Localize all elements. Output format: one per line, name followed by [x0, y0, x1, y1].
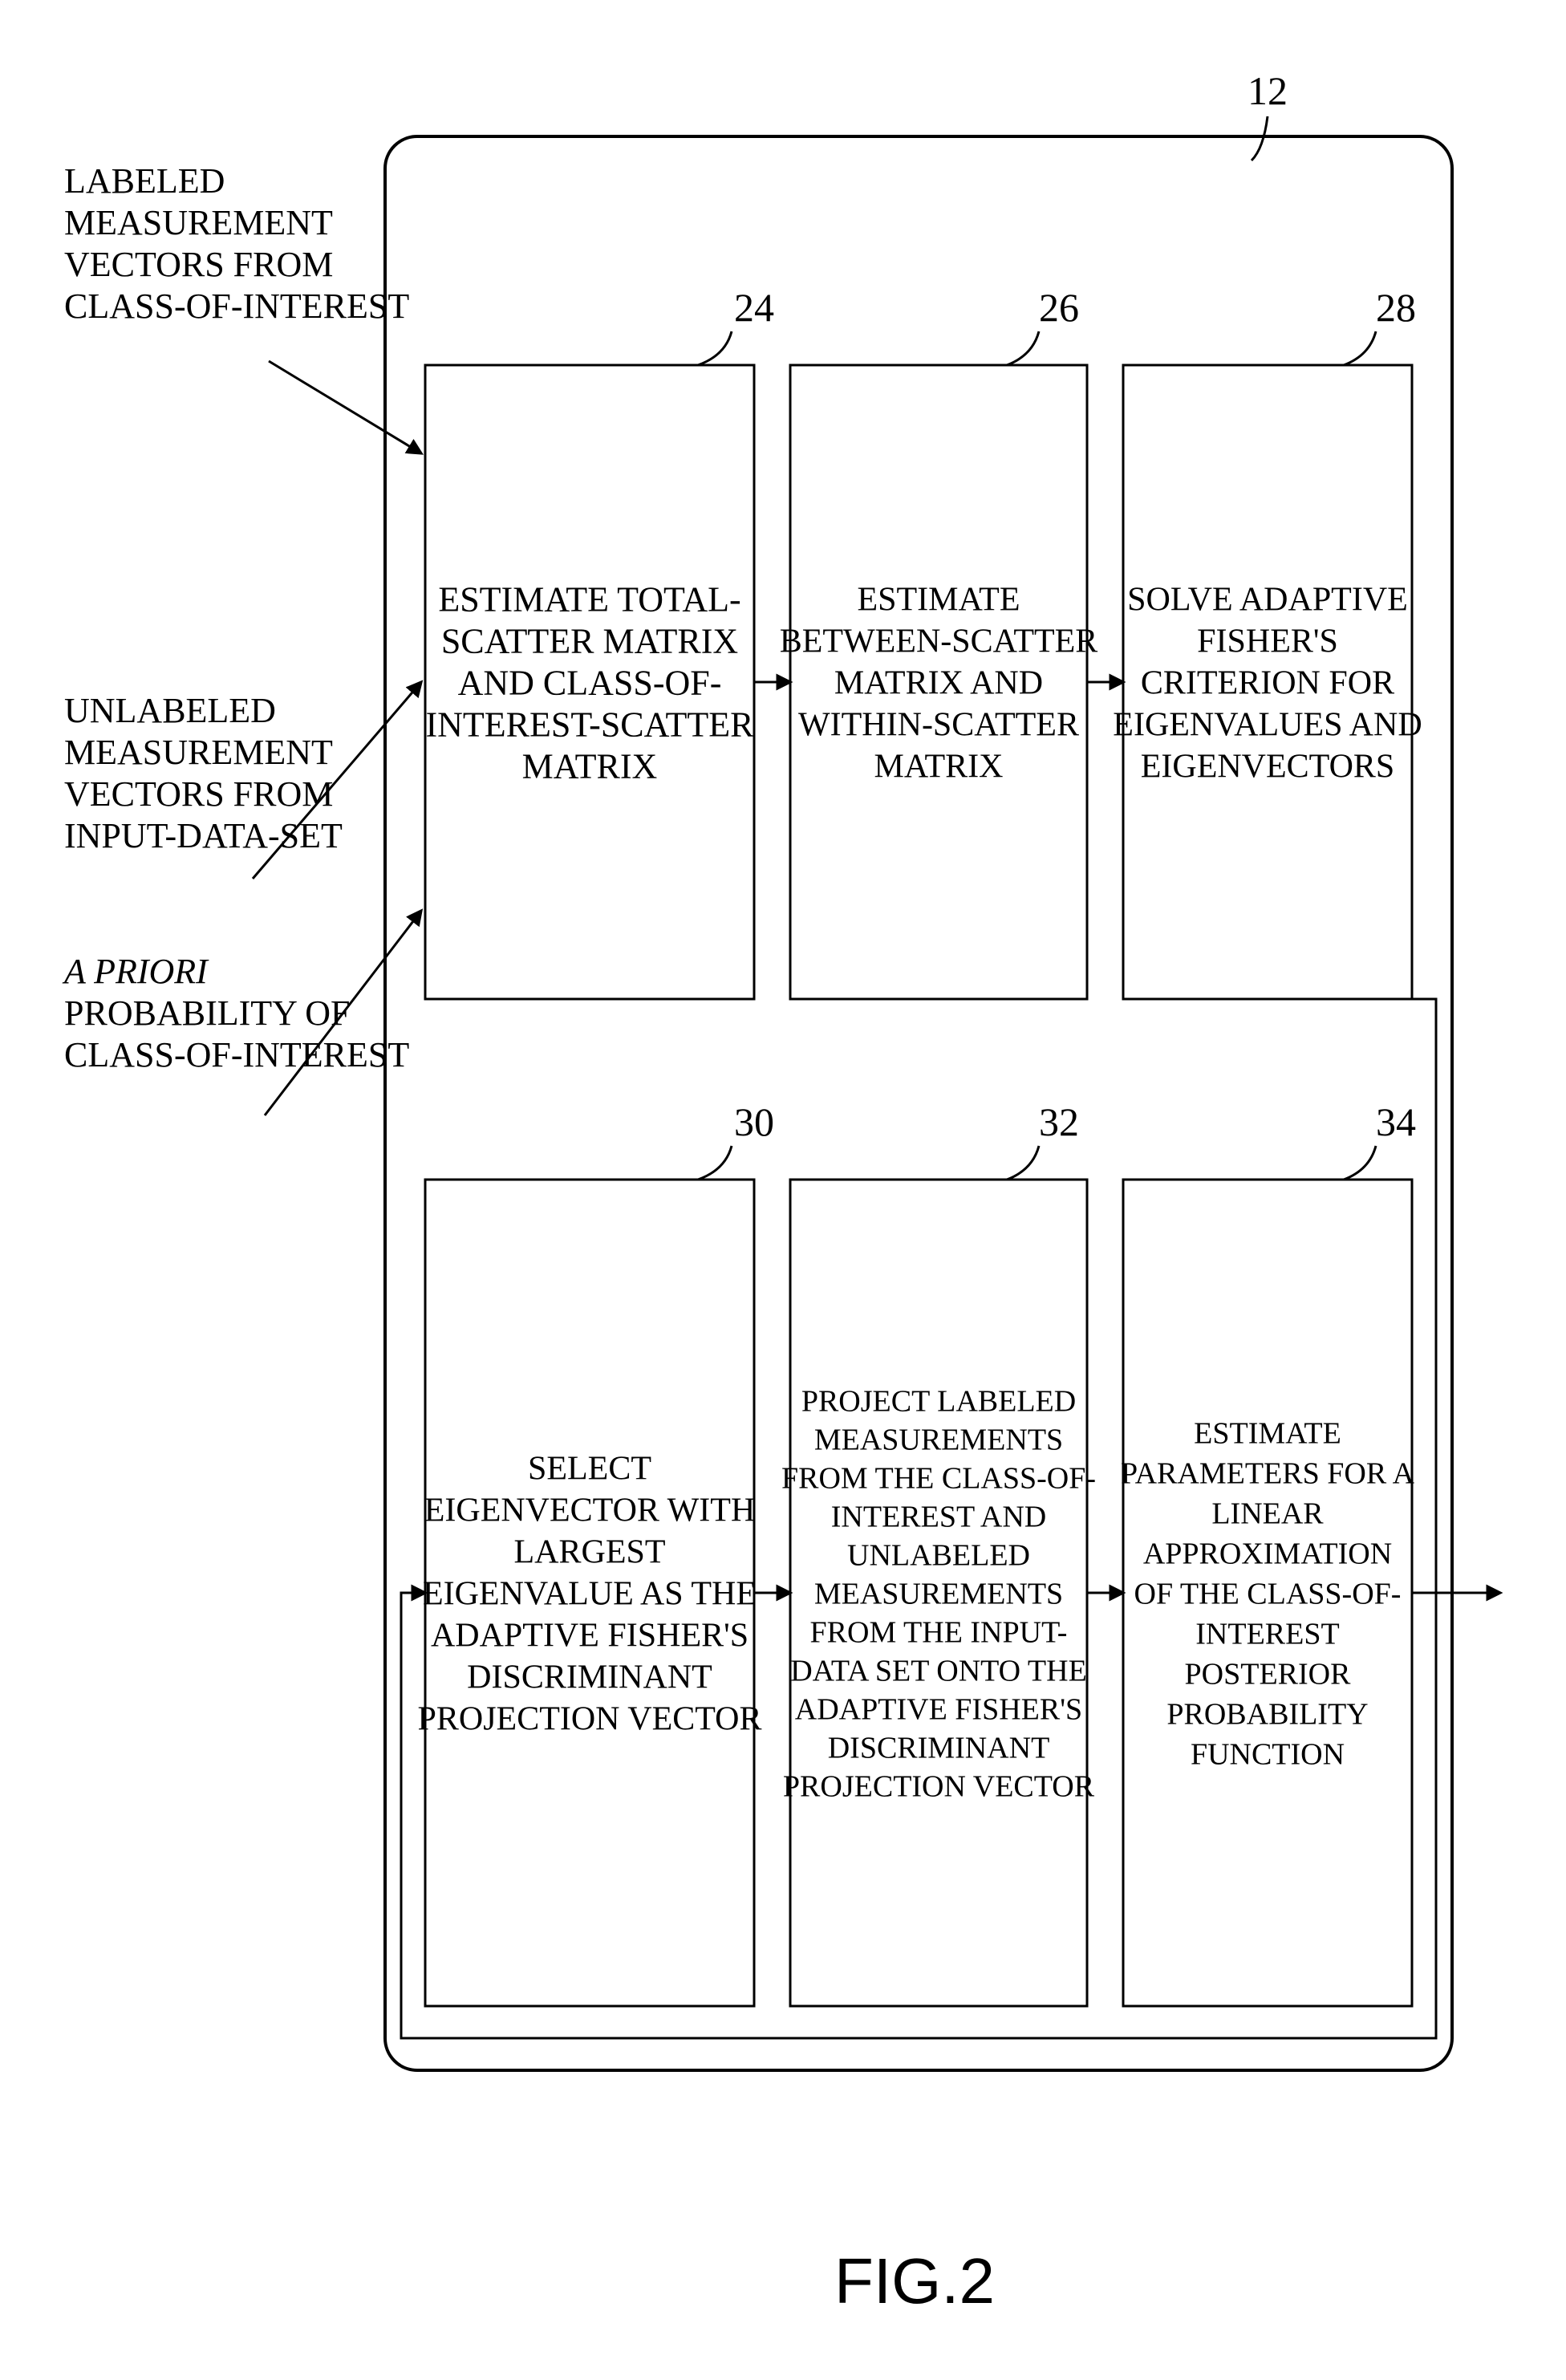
leader-34	[1344, 1146, 1376, 1180]
box-34-line: ESTIMATE	[1194, 1416, 1341, 1450]
box-30-line: LARGEST	[514, 1534, 666, 1571]
ref-30: 30	[734, 1099, 774, 1144]
input3-label: CLASS-OF-INTEREST	[64, 1035, 409, 1074]
box-30-line: DISCRIMINANT	[467, 1659, 712, 1696]
box-32-line: DATA SET ONTO THE	[790, 1654, 1087, 1688]
box-32-line: INTEREST AND	[831, 1500, 1046, 1533]
ref-34: 34	[1376, 1099, 1416, 1144]
input2-label: UNLABELED	[64, 691, 276, 730]
ref-28: 28	[1376, 285, 1416, 330]
box-26-line: ESTIMATE	[858, 582, 1020, 619]
box-34-line: POSTERIOR	[1185, 1657, 1352, 1691]
box-34-line: FUNCTION	[1191, 1737, 1345, 1771]
box-32-line: UNLABELED	[847, 1538, 1030, 1572]
input1-label: VECTORS FROM	[64, 245, 333, 284]
box-26-line: BETWEEN-SCATTER	[780, 623, 1098, 660]
input1-arrow	[269, 361, 421, 453]
box-34-line: OF THE CLASS-OF-	[1134, 1577, 1402, 1610]
box-28-line: SOLVE ADAPTIVE	[1127, 582, 1408, 619]
box-32-line: FROM THE INPUT-	[810, 1615, 1068, 1649]
leader-32	[1007, 1146, 1039, 1180]
box-34-line: INTEREST	[1195, 1617, 1339, 1651]
input2-label: VECTORS FROM	[64, 774, 333, 814]
box-34-line: LINEAR	[1211, 1497, 1324, 1530]
box-30-line: SELECT	[528, 1451, 651, 1488]
input1-label: CLASS-OF-INTEREST	[64, 286, 409, 326]
leader-26	[1007, 331, 1039, 365]
box-34-line: PROBABILITY	[1166, 1697, 1368, 1731]
box-32-line: PROJECT LABELED	[801, 1384, 1076, 1418]
ref-12: 12	[1248, 68, 1288, 113]
input2-label: MEASUREMENT	[64, 733, 333, 772]
box-32-line: MEASUREMENTS	[814, 1577, 1063, 1610]
box-32-line: MEASUREMENTS	[814, 1423, 1063, 1456]
input3-label-italic: A PRIORI	[62, 952, 209, 991]
box-28-line: CRITERION FOR	[1141, 665, 1394, 702]
box-30-line: EIGENVECTOR WITH	[424, 1493, 756, 1529]
leader-30	[698, 1146, 732, 1180]
box-30-line: PROJECTION VECTOR	[417, 1701, 761, 1738]
box-32-line: DISCRIMINANT	[828, 1731, 1050, 1765]
input1-label: MEASUREMENT	[64, 203, 333, 242]
box-26-line: WITHIN-SCATTER	[798, 707, 1079, 744]
box-24-line: AND CLASS-OF-	[458, 663, 722, 702]
box-32-line: FROM THE CLASS-OF-	[781, 1461, 1096, 1495]
box-32-line: PROJECTION VECTOR	[783, 1769, 1095, 1803]
box-24-line: MATRIX	[522, 746, 658, 786]
box-30-line: EIGENVALUE AS THE	[423, 1576, 757, 1613]
box-24-line: SCATTER MATRIX	[441, 621, 738, 660]
leader-24	[698, 331, 732, 365]
box-28-line: FISHER'S	[1197, 623, 1338, 660]
box-34-line: PARAMETERS FOR A	[1121, 1456, 1415, 1490]
box-24-line: INTEREST-SCATTER	[425, 705, 754, 744]
box-28-line: EIGENVECTORS	[1141, 749, 1395, 786]
ref-24: 24	[734, 285, 774, 330]
box-26-line: MATRIX AND	[834, 665, 1043, 702]
box-34-line: APPROXIMATION	[1143, 1537, 1392, 1570]
leader-12	[1252, 116, 1268, 160]
box-24-line: ESTIMATE TOTAL-	[438, 579, 740, 619]
ref-26: 26	[1039, 285, 1079, 330]
ref-32: 32	[1039, 1099, 1079, 1144]
box-26-line: MATRIX	[874, 749, 1003, 786]
leader-28	[1344, 331, 1376, 365]
figure-label: FIG.2	[834, 2245, 995, 2317]
box-28-line: EIGENVALUES AND	[1113, 707, 1422, 744]
box-32-line: ADAPTIVE FISHER'S	[795, 1692, 1082, 1726]
input1-label: LABELED	[64, 161, 225, 201]
input3-label: PROBABILITY OF	[64, 993, 351, 1033]
box-30-line: ADAPTIVE FISHER'S	[431, 1618, 749, 1655]
